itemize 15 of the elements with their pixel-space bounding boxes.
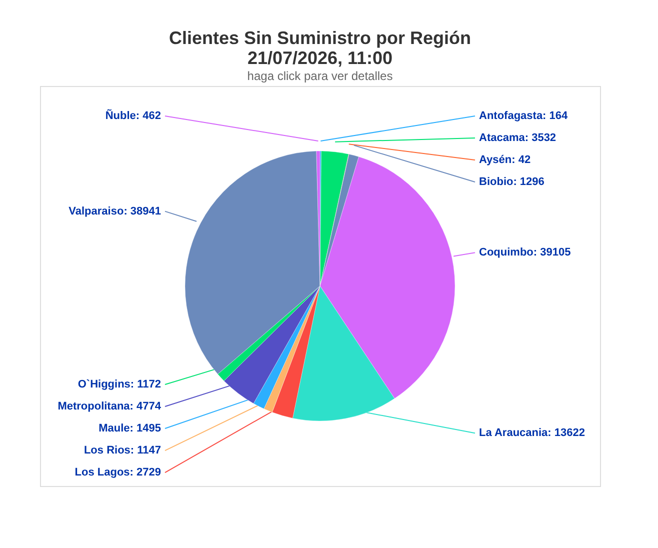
chart-title: Clientes Sin Suministro por Región 21/07/2026, 11:00 [168, 28, 472, 68]
slice-label: Atacama: 3532 [479, 132, 556, 144]
slice-label: Los Lagos: 2729 [74, 466, 161, 479]
slice-label: Ñuble: 462 [105, 109, 161, 122]
slice-label: Maule: 1495 [98, 422, 161, 435]
slice-label: Aysén: 42 [479, 154, 531, 166]
slice-label: Biobio: 1296 [479, 176, 544, 188]
slice-label: Valparaiso: 38941 [68, 205, 161, 218]
chart-subtitle: haga click para ver detalles [247, 69, 393, 83]
slice-label: O`Higgins: 1172 [78, 378, 161, 391]
slice-label: Coquimbo: 39105 [479, 246, 571, 259]
slice-label: Metropolitana: 4774 [58, 400, 162, 413]
slice-label: La Araucania: 13622 [479, 427, 585, 440]
slice-label: Los Rios: 1147 [84, 444, 161, 457]
slice-label: Antofagasta: 164 [479, 110, 569, 122]
